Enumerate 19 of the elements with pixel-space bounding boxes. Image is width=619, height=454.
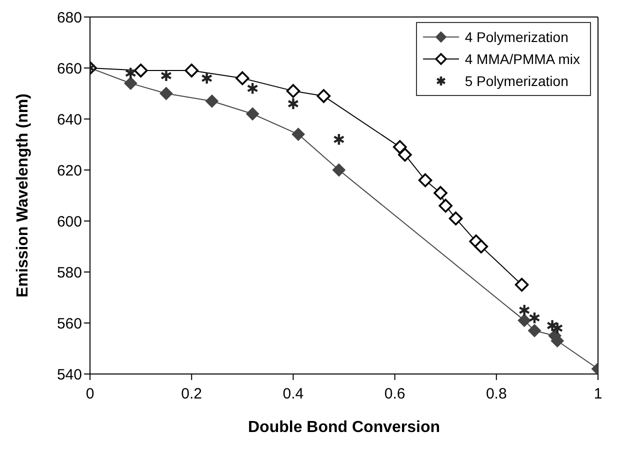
y-tick-label: 540 xyxy=(56,366,82,384)
x-tick-label: 0.4 xyxy=(282,386,304,403)
y-tick-label: 620 xyxy=(56,162,82,180)
y-axis-title: Emission Wavelength (nm) xyxy=(14,94,32,298)
x-tick-label: 0.2 xyxy=(181,386,202,403)
x-tick-label: 0.8 xyxy=(486,386,507,403)
legend-label: 4 MMA/PMMA mix xyxy=(464,51,580,67)
y-tick-label: 660 xyxy=(56,60,82,78)
x-tick-label: 0 xyxy=(86,386,94,403)
legend-label: 4 Polymerization xyxy=(464,29,568,45)
y-tick-label: 600 xyxy=(56,213,82,230)
legend-label: 5 Polymerization xyxy=(464,73,568,89)
y-tick-label: 580 xyxy=(56,264,82,282)
x-tick-label: 0.6 xyxy=(384,386,406,403)
y-tick-label: 680 xyxy=(56,9,82,26)
x-axis-title: Double Bond Conversion xyxy=(248,419,440,436)
y-tick-label: 640 xyxy=(56,111,82,128)
x-tick-label: 1 xyxy=(594,386,602,403)
y-tick-label: 560 xyxy=(56,315,82,332)
